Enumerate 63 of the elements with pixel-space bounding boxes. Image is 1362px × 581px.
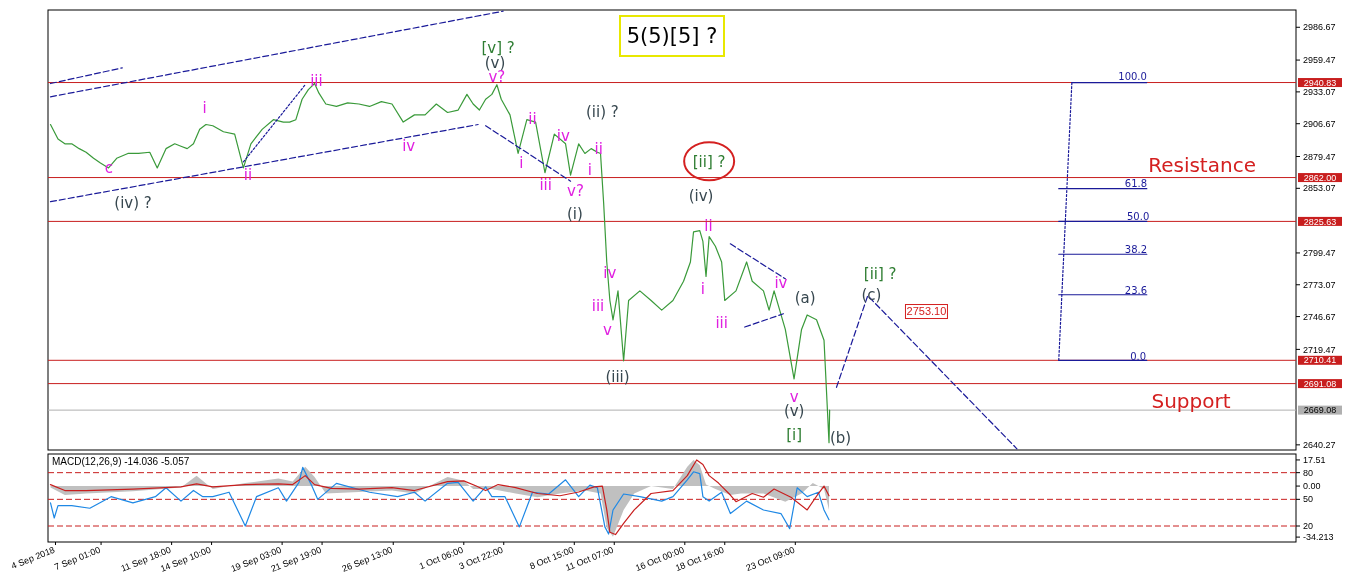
annotation: 23.6: [1124, 285, 1148, 297]
y-tick-label: 2640.27: [1303, 440, 1336, 450]
annotation: Resistance: [1148, 153, 1256, 178]
annotation: [ii] ?: [692, 152, 726, 171]
y-tick-label: 2853.07: [1303, 183, 1336, 194]
ref-line-label: 2669.08: [1303, 405, 1337, 416]
y2-tick-label: 20: [1303, 521, 1314, 532]
annotation: 61.8: [1124, 178, 1148, 190]
annotation: (b): [829, 429, 852, 448]
text: 5(5)[5] ?: [626, 24, 718, 49]
y-tick-label: -34.213: [1303, 532, 1334, 543]
annotation: [v] ?: [481, 38, 515, 57]
annotation: (i): [566, 204, 583, 223]
annotation: Support: [1151, 388, 1231, 413]
ref-line-label: 2710.41: [1303, 355, 1337, 366]
annotation: iii: [591, 296, 605, 315]
annotation: iii: [715, 313, 728, 332]
annotation: (iv) ?: [114, 193, 152, 212]
annotation: i: [700, 280, 705, 299]
annotation: iv: [603, 264, 617, 283]
annotation: v: [602, 321, 612, 340]
y-tick-label: 2959.47: [1303, 55, 1336, 66]
y-tick-label: 2933.07: [1303, 87, 1336, 98]
annotation: 0.0: [1130, 351, 1147, 363]
annotation: [ii] ?: [863, 265, 897, 284]
annotation: [i]: [786, 425, 803, 444]
x-tick-label: 23 Oct 09:00: [744, 544, 797, 574]
y-tick-label: 0.00: [1303, 481, 1321, 492]
annotation: iv: [402, 136, 416, 155]
annotation: ii: [594, 139, 603, 158]
annotation: iv: [556, 126, 570, 145]
y2-tick-label: 50: [1303, 494, 1314, 505]
ref-line-label: 2940.83: [1303, 77, 1337, 88]
annotation: 2753.10: [906, 305, 947, 318]
y2-tick-label: 80: [1303, 467, 1314, 478]
y-tick-label: 17.51: [1303, 455, 1326, 466]
y-tick-label: 2906.67: [1303, 118, 1336, 129]
y-tick-label: 2746.67: [1303, 311, 1336, 322]
annotation: i: [202, 99, 207, 118]
y-tick-label: 2986.67: [1303, 22, 1336, 33]
annotation: (c): [861, 286, 882, 305]
y-tick-label: 2719.47: [1303, 344, 1336, 355]
annotation: i: [587, 161, 592, 180]
annotation: 50.0: [1126, 210, 1150, 222]
ref-line-label: 2691.08: [1303, 378, 1337, 389]
annotation: v?: [567, 181, 584, 200]
annotation: (a): [794, 289, 816, 308]
annotation: (iii): [605, 367, 630, 386]
ref-line-label: 2862.00: [1303, 172, 1337, 183]
annotation: (ii) ?: [586, 103, 619, 122]
annotation: ii: [704, 217, 713, 236]
y-tick-label: 2879.47: [1303, 151, 1336, 162]
annotation: 100.0: [1118, 71, 1147, 83]
annotation: 38.2: [1124, 244, 1148, 256]
x-tick-label: 26 Sep 13:00: [340, 544, 394, 574]
ref-line-label: 2825.63: [1303, 216, 1337, 227]
chart-title: MACD(12,26,9) -14.036 -5.057: [52, 456, 190, 467]
annotation: (iv): [688, 186, 714, 205]
annotation: i: [519, 154, 524, 173]
annotation: iv: [774, 274, 788, 293]
annotation: iii: [539, 176, 552, 195]
y-tick-label: 2799.47: [1303, 248, 1336, 259]
y-tick-label: 2773.07: [1303, 279, 1336, 290]
